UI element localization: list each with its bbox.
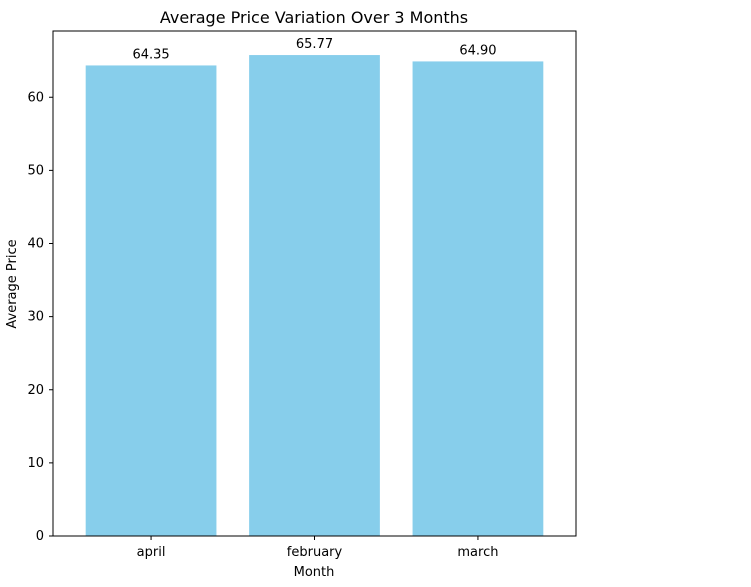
data-label-february: 65.77	[296, 37, 333, 52]
y-tick-label-30: 30	[27, 310, 44, 325]
x-axis: april february march	[137, 536, 498, 560]
y-axis: 0 10 20 30 40 50 60	[27, 90, 53, 544]
data-label-march: 64.90	[459, 43, 496, 58]
bar-february	[249, 55, 380, 536]
y-tick-label-50: 50	[27, 163, 44, 178]
x-axis-label: Month	[294, 565, 335, 580]
x-tick-label-february: february	[287, 545, 343, 560]
data-label-april: 64.35	[132, 47, 169, 62]
y-tick-label-60: 60	[27, 90, 44, 105]
y-axis-label: Average Price	[5, 239, 20, 328]
y-tick-label-40: 40	[27, 237, 44, 252]
x-tick-label-march: march	[457, 545, 498, 560]
y-tick-label-10: 10	[27, 456, 44, 471]
x-tick-label-april: april	[137, 545, 166, 560]
chart-title: Average Price Variation Over 3 Months	[160, 8, 468, 27]
bar-march	[412, 61, 544, 537]
y-tick-label-20: 20	[27, 383, 44, 398]
bar-april	[85, 65, 217, 537]
y-tick-label-0: 0	[36, 529, 44, 544]
plot-area: 64.35 65.77 64.90	[52, 30, 577, 537]
